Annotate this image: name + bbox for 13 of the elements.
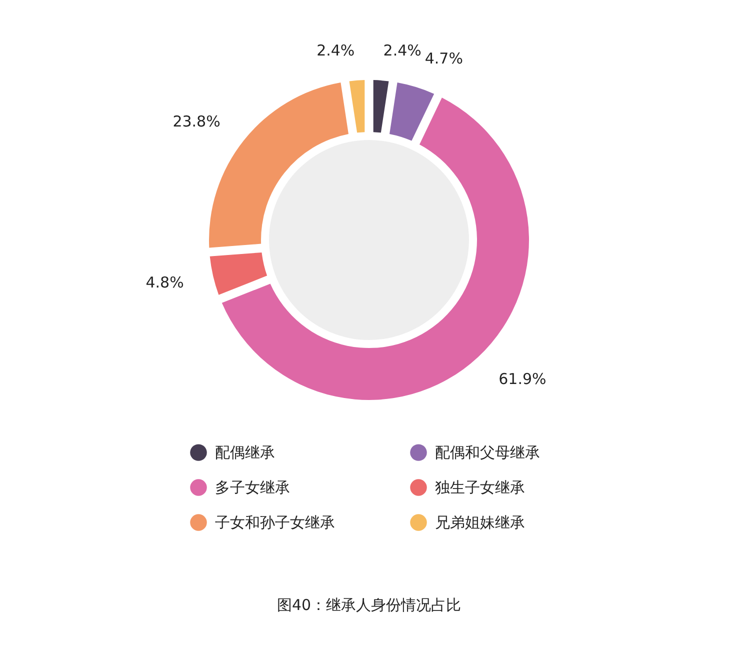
legend-label: 配偶继承 <box>215 444 275 462</box>
data-label: 2.4% <box>383 42 422 60</box>
text: 图40：继承人身份情况占比 <box>276 596 462 614</box>
data-label: 23.8% <box>172 112 220 131</box>
legend-label: 子女和孙子女继承 <box>215 514 335 532</box>
data-label: 61.9% <box>498 370 546 388</box>
data-label: 4.7% <box>424 49 463 68</box>
legend-label: 配偶和父母继承 <box>435 444 540 462</box>
legend-label: 兄弟姐妹继承 <box>435 514 525 532</box>
data-label: 4.8% <box>146 274 184 292</box>
legend-label: 独生子女继承 <box>435 478 525 496</box>
data-label: 2.4% <box>316 42 355 60</box>
legend-label: 多子女继承 <box>215 478 290 496</box>
